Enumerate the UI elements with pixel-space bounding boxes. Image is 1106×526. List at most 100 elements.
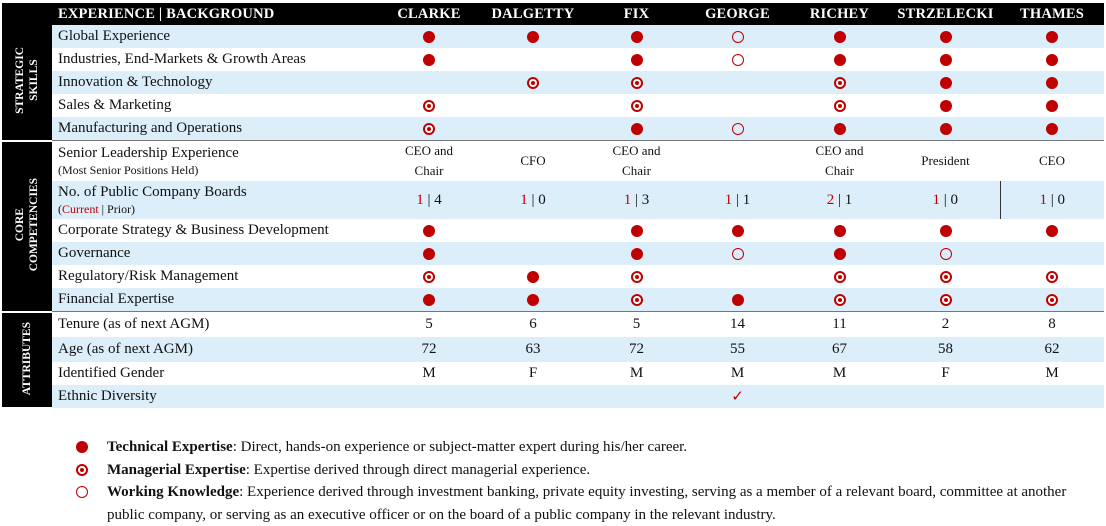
row-label: Manufacturing and Operations: [52, 117, 378, 141]
position-line: CEO: [1039, 153, 1065, 168]
technical-expertise-icon: [630, 247, 643, 260]
skill-cell: [891, 71, 1000, 94]
legend-title: Technical Expertise: [107, 439, 233, 455]
sub-prior: | Prior): [98, 201, 136, 216]
position-cell: CEO and Chair: [378, 140, 480, 181]
position-cell: CEO: [1000, 140, 1104, 181]
row-label: Ethnic Diversity: [52, 385, 378, 408]
technical-expertise-icon: [630, 53, 643, 66]
technical-expertise-icon: [1046, 30, 1058, 43]
position-cell: CEO and Chair: [586, 140, 687, 181]
managerial-expertise-icon: [630, 76, 643, 89]
managerial-expertise-icon: [423, 122, 435, 135]
row-label: Identified Gender: [52, 362, 378, 385]
position-line: Chair: [825, 163, 854, 178]
boards-cell: 2 | 1: [788, 181, 891, 219]
category-strategic-skills: STRATEGIC SKILLS: [2, 25, 52, 142]
technical-expertise-icon: [939, 53, 952, 66]
row-label-sub: (Current | Prior): [58, 202, 378, 216]
attribute-value: 63: [480, 337, 586, 362]
skill-cell: [687, 288, 788, 312]
row-label: Industries, End-Markets & Growth Areas: [52, 48, 378, 71]
working-knowledge-icon: [731, 53, 744, 66]
row-label: Corporate Strategy & Business Developmen…: [52, 219, 378, 242]
director-header: CLARKE: [378, 3, 480, 25]
skill-row: STRATEGIC SKILLS Global Experience: [2, 25, 1104, 142]
skill-row: Manufacturing and Operations: [2, 117, 1104, 141]
director-header: RICHEY: [788, 3, 891, 25]
technical-expertise-icon: [630, 224, 643, 237]
technical-expertise-icon: [527, 30, 539, 43]
skill-cell: [1000, 265, 1104, 288]
skill-cell: [891, 25, 1000, 48]
sub-current: Current: [62, 201, 99, 216]
technical-expertise-icon: [76, 441, 88, 453]
skill-cell: [891, 94, 1000, 117]
working-knowledge-icon: [76, 486, 88, 498]
boards-prior: 1: [742, 191, 751, 208]
position-cell: President: [891, 140, 1000, 181]
boards-current: 1: [416, 191, 424, 208]
skill-cell: [687, 25, 788, 48]
skill-cell: [480, 48, 586, 71]
skill-cell: [687, 219, 788, 242]
legend-item-managerial: Managerial Expertise: Expertise derived …: [76, 459, 1086, 482]
skill-cell: [891, 265, 1000, 288]
skill-cell: [891, 48, 1000, 71]
row-label: Governance: [52, 242, 378, 265]
attribute-value: 55: [687, 337, 788, 362]
technical-expertise-icon: [1046, 53, 1058, 66]
legend-title: Working Knowledge: [107, 484, 240, 500]
technical-expertise-icon: [833, 122, 846, 135]
attribute-value: 72: [378, 337, 480, 362]
skill-cell: [586, 242, 687, 265]
position-line: CEO and: [815, 143, 864, 158]
skill-cell: [378, 265, 480, 288]
attribute-row: Age (as of next AGM) 72 63 72 55 67 58 62: [2, 337, 1104, 362]
attribute-value: M: [378, 362, 480, 385]
position-line: President: [921, 153, 970, 168]
director-header: DALGETTY: [480, 3, 586, 25]
technical-expertise-icon: [833, 30, 846, 43]
technical-expertise-icon: [527, 270, 539, 283]
category-label-line: STRATEGIC: [14, 47, 26, 115]
skill-cell: [480, 25, 586, 48]
boards-current: 1: [1039, 191, 1047, 208]
position-line: Chair: [414, 163, 444, 178]
skill-row: Innovation & Technology: [2, 71, 1104, 94]
skill-cell: [378, 219, 480, 242]
skill-cell: [1000, 94, 1104, 117]
skill-row: Sales & Marketing: [2, 94, 1104, 117]
skill-cell: [687, 48, 788, 71]
working-knowledge-icon: [731, 30, 744, 43]
boards-current: 1: [623, 191, 632, 208]
diversity-cell: [378, 385, 480, 408]
boards-cell: 1 | 0: [480, 181, 586, 219]
position-line: CFO: [520, 153, 546, 168]
row-label-sub: (Most Senior Positions Held): [58, 162, 199, 177]
skill-cell: [788, 94, 891, 117]
technical-expertise-icon: [939, 76, 952, 89]
technical-expertise-icon: [939, 30, 952, 43]
technical-expertise-icon: [939, 122, 952, 135]
skill-row: Corporate Strategy & Business Developmen…: [2, 219, 1104, 242]
managerial-expertise-icon: [527, 76, 539, 89]
category-label-line: COMPETENCIES: [28, 177, 40, 272]
technical-expertise-icon: [423, 247, 435, 260]
boards-cell: 1 | 4: [378, 181, 480, 219]
row-label: Innovation & Technology: [52, 71, 378, 94]
boards-prior: 3: [641, 191, 650, 208]
skill-cell: [586, 219, 687, 242]
working-knowledge-icon: [731, 122, 744, 135]
skill-cell: [1000, 117, 1104, 141]
skill-cell: [788, 117, 891, 141]
boards-current: 1: [932, 191, 940, 208]
managerial-expertise-icon: [630, 293, 643, 306]
skill-cell: [1000, 71, 1104, 94]
skill-cell: [586, 117, 687, 141]
director-header: STRZELECKI: [891, 3, 1000, 25]
boards-prior: 0: [1057, 191, 1066, 208]
managerial-expertise-icon: [833, 99, 846, 112]
legend-text: : Expertise derived through direct manag…: [245, 461, 591, 478]
